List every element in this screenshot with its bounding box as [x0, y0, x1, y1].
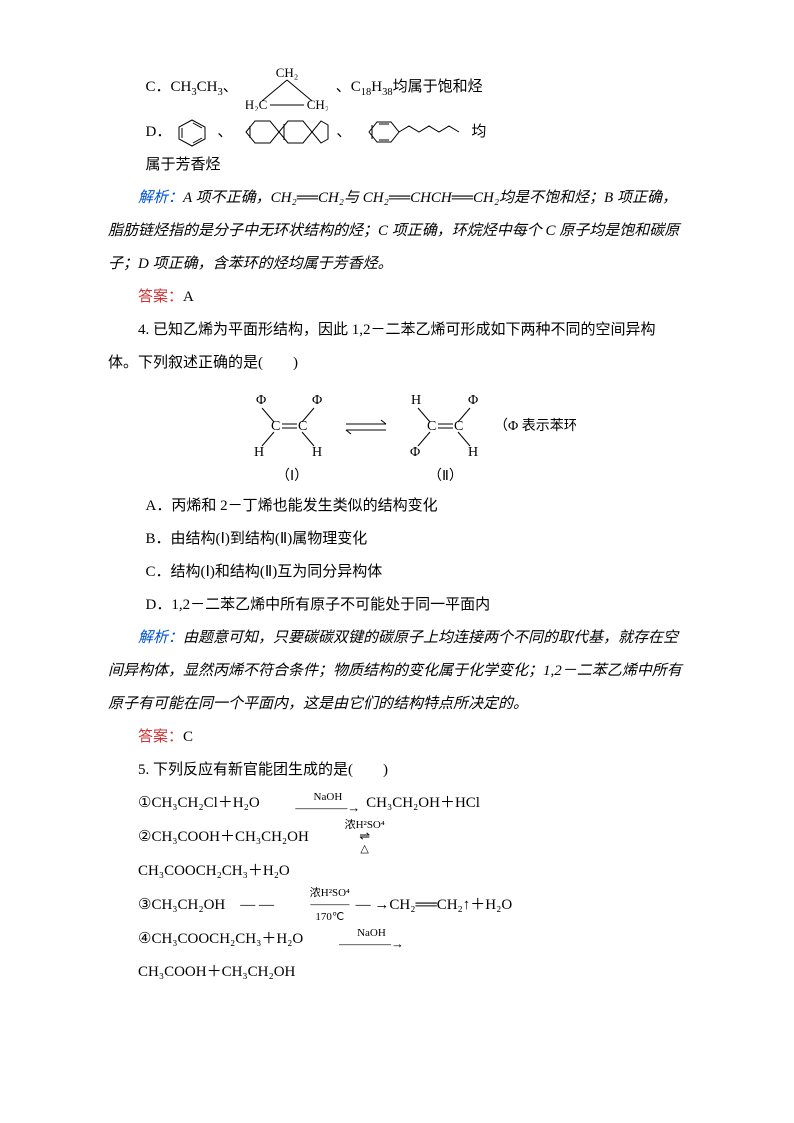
arrow-icon: 浓H²SO⁴ ――― 170℃: [280, 888, 350, 923]
option-c: C．CH3CH3、 CH₂ H₂C CH₂ 、C18H38均属于饱和烃: [108, 65, 684, 111]
svg-text:（Ⅰ）: （Ⅰ）: [276, 468, 308, 484]
svg-text:Φ: Φ: [410, 445, 420, 460]
r1-right: CH₃CH₂OH＋HCl: [366, 795, 480, 811]
answer-3: 答案：A: [108, 281, 684, 314]
arrow-icon: 浓H²SO⁴ ⇌ △: [315, 820, 385, 855]
sep2: 、: [336, 116, 351, 149]
r3-mid: ― →CH₂══CH₂↑＋H₂O: [356, 897, 513, 913]
analysis-4: 解析：由题意可知，只要碳碳双键的碳原子上均连接两个不同的取代基，就存在空间异构体…: [108, 622, 684, 721]
sep1: 、: [217, 116, 232, 149]
cp-right: CH₂: [306, 97, 327, 111]
cp-top: CH₂: [275, 65, 298, 80]
optd-line2: 属于芳香烃: [108, 149, 684, 182]
svg-text:Φ: Φ: [468, 393, 478, 408]
svg-text:H: H: [312, 445, 322, 460]
answer-label: 答案：: [138, 289, 183, 305]
phenyl-chain-icon: [355, 116, 465, 148]
analysis-label: 解析：: [138, 630, 183, 646]
q4-opt-d: D．1,2－二苯乙烯中所有原子不可能处于同一平面内: [108, 589, 684, 622]
analysis-3: 解析：A 项不正确，CH₂══CH₂与 CH₂══CHCH══CH₂均是不饱和烃…: [108, 182, 684, 281]
answer-4-value: C: [183, 729, 193, 745]
r1-left: ①CH₃CH₂Cl＋H₂O: [138, 795, 260, 811]
optc-text: C．CH3CH3、: [146, 71, 238, 104]
q5-stem: 5. 下列反应有新官能团生成的是( ): [108, 754, 684, 787]
cyclopropane-diagram: CH₂ H₂C CH₂: [246, 65, 328, 111]
svg-text:（Φ 表示苯环）: （Φ 表示苯环）: [494, 417, 576, 434]
arrow-icon: NaOH ――――→: [309, 928, 404, 952]
reaction-4-prod: CH₃COOH＋CH₃CH₂OH: [108, 956, 684, 989]
q4-stem: 4. 已知乙烯为平面形结构，因此 1,2－二苯乙烯可形成如下两种不同的空间异构体…: [108, 314, 684, 380]
analysis-3-text: A 项不正确，CH₂══CH₂与 CH₂══CHCH══CH₂均是不饱和烃；B …: [108, 190, 679, 272]
r3-left: ③CH₃CH₂OH ― ―: [138, 897, 274, 913]
q4-opt-a: A．丙烯和 2－丁烯也能发生类似的结构变化: [108, 490, 684, 523]
reaction-4: ④CH₃COOCH₂CH₃＋H₂O NaOH ――――→: [108, 923, 684, 956]
reaction-3: ③CH₃CH₂OH ― ― 浓H²SO⁴ ――― 170℃ ― →CH₂══CH…: [108, 888, 684, 923]
r4-left: ④CH₃COOCH₂CH₃＋H₂O: [138, 931, 303, 947]
reaction-2-prod: CH₃COOCH₂CH₃＋H₂O: [108, 855, 684, 888]
benzene-icon: [171, 116, 213, 148]
optd-pre: D．: [146, 116, 172, 149]
analysis-4-text: 由题意可知，只要碳碳双键的碳原子上均连接两个不同的取代基，就存在空间异构体，显然…: [108, 630, 682, 712]
q4-opt-c: C．结构(Ⅰ)和结构(Ⅱ)互为同分异构体: [108, 556, 684, 589]
svg-text:Φ: Φ: [312, 393, 322, 408]
optd-tail: 均: [471, 116, 486, 149]
analysis-label: 解析：: [138, 190, 183, 206]
answer-label: 答案：: [138, 729, 183, 745]
answer-3-value: A: [183, 289, 194, 305]
svg-text:Φ: Φ: [256, 393, 266, 408]
svg-text:C: C: [298, 419, 307, 434]
r2-left: ②CH₃COOH＋CH₃CH₂OH: [138, 829, 309, 845]
svg-text:H: H: [468, 445, 478, 460]
anthracene-icon: [236, 115, 332, 149]
reaction-2: ②CH₃COOH＋CH₃CH₂OH 浓H²SO⁴ ⇌ △: [108, 820, 684, 855]
svg-text:（Ⅱ）: （Ⅱ）: [428, 468, 463, 484]
svg-text:C: C: [454, 419, 463, 434]
q4-opt-b: B．由结构(Ⅰ)到结构(Ⅱ)属物理变化: [108, 523, 684, 556]
svg-text:H: H: [411, 393, 421, 408]
option-d: D． 、 、 均: [108, 115, 684, 149]
answer-4: 答案：C: [108, 721, 684, 754]
svg-text:C: C: [271, 419, 280, 434]
cp-left: H₂C: [246, 97, 267, 111]
svg-text:H: H: [254, 445, 264, 460]
arrow-icon: NaOH ――――→: [265, 792, 360, 816]
isomer-diagram: Φ Φ C C H H （Ⅰ） H Φ C C Φ H （Ⅱ） （Φ 表示苯环）: [108, 386, 684, 486]
reaction-1: ①CH₃CH₂Cl＋H₂O NaOH ――――→ CH₃CH₂OH＋HCl: [108, 787, 684, 820]
svg-text:C: C: [427, 419, 436, 434]
optc-tail: 、C18H38均属于饱和烃: [336, 71, 483, 104]
